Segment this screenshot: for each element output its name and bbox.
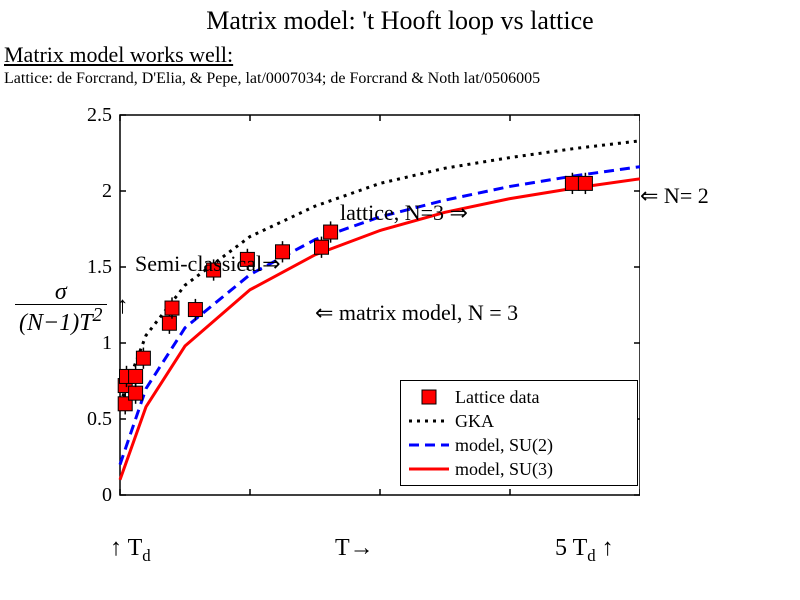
legend-label: GKA [455, 411, 494, 432]
legend-item: GKA [409, 409, 629, 433]
svg-text:1.5: 1.5 [87, 256, 112, 278]
svg-text:2: 2 [102, 180, 112, 202]
annot-lattice-n3: lattice, N=3 ⇒ [340, 200, 468, 226]
sigma: σ [55, 279, 67, 305]
legend-item: model, SU(2) [409, 433, 629, 457]
annot-semiclassical: Semi-classical⇒ [135, 251, 281, 277]
svg-text:0: 0 [102, 484, 112, 506]
svg-text:0.5: 0.5 [87, 408, 112, 430]
legend-item: model, SU(3) [409, 457, 629, 481]
svg-text:2.5: 2.5 [87, 105, 112, 126]
legend: Lattice data GKA model, SU(2) model, SU(… [400, 380, 638, 486]
subtitle: Matrix model works well: [0, 36, 800, 68]
chart-container: σ (N−1)T2 ↑ 00.511.522.5 lattice, N=3 ⇒ … [80, 105, 780, 575]
page-title: Matrix model: 't Hooft loop vs lattice [0, 0, 800, 36]
legend-label: model, SU(2) [455, 435, 553, 456]
x-mid: T→ [335, 535, 374, 562]
legend-item: Lattice data [409, 385, 629, 409]
svg-text:1: 1 [102, 332, 112, 354]
x-left: ↑ Td [110, 535, 151, 566]
citation: Lattice: de Forcrand, D'Elia, & Pepe, la… [0, 68, 800, 88]
x-right: 5 Td ↑ [555, 535, 614, 566]
annot-n2: ⇐ N= 2 [640, 183, 709, 209]
legend-label: model, SU(3) [455, 459, 553, 480]
legend-label: Lattice data [455, 387, 539, 408]
annot-matrix-n3: ⇐ matrix model, N = 3 [315, 300, 518, 326]
